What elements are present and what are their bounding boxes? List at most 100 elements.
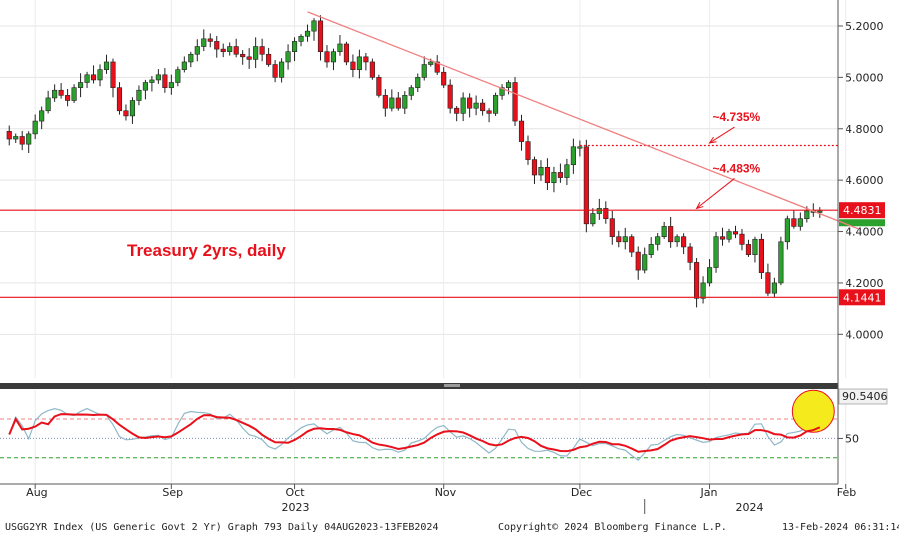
candle-up (39, 110, 45, 122)
candle-down (480, 102, 486, 112)
candle-down (681, 236, 687, 248)
candle-up (356, 56, 362, 70)
candle-down (369, 61, 375, 78)
candle-up (402, 95, 408, 109)
candle-up (421, 64, 427, 78)
price-tick-label: 4.6000 (845, 174, 884, 187)
candle-up (330, 51, 337, 63)
candle-up (13, 136, 19, 140)
candle-up (797, 218, 803, 227)
candle-down (116, 87, 123, 112)
candle-up (175, 69, 181, 83)
candle-up (227, 46, 233, 52)
candle-up (168, 82, 174, 88)
candle-down (434, 61, 440, 73)
candle-up (142, 82, 148, 91)
candle-down (207, 38, 213, 42)
candle-up (155, 74, 161, 81)
price-tick-label: 4.8000 (845, 123, 884, 136)
candle-up (298, 35, 304, 42)
candle-up (590, 213, 596, 225)
candle-down (583, 146, 589, 225)
candle-down (363, 56, 369, 63)
candle-down (19, 136, 25, 145)
candle-up (570, 146, 576, 166)
level-tag-label: 4.1441 (843, 291, 882, 304)
candle-up (499, 87, 505, 96)
candle-up (97, 69, 103, 81)
candle-up (784, 218, 790, 243)
candle-down (739, 233, 745, 245)
candle-up (752, 238, 758, 255)
candle-up (493, 95, 499, 114)
annotation-arrowhead (695, 202, 704, 210)
candle-down (603, 208, 609, 219)
candle-up (674, 236, 680, 243)
candle-up (84, 74, 90, 83)
candle-up (103, 61, 110, 70)
candle-up (648, 244, 654, 255)
level-tag (839, 289, 885, 306)
oscillator-signal-line (8, 407, 821, 461)
candle-down (220, 48, 226, 52)
candle-up (304, 30, 311, 37)
candle-up (577, 146, 583, 149)
candle-down (65, 95, 71, 101)
divider-handle (444, 384, 460, 387)
candle-up (655, 236, 661, 245)
candle-down (486, 110, 492, 114)
year-label: 2024 (735, 501, 763, 514)
candle-down (609, 218, 615, 237)
last-price-marker (839, 219, 885, 227)
candle-down (376, 77, 382, 96)
overbought-highlight-circle (791, 389, 835, 433)
candle-down (324, 51, 330, 63)
candle-up (311, 20, 317, 32)
candle-down (382, 95, 388, 109)
candle-down (732, 231, 739, 235)
candle-down (629, 236, 635, 253)
candle-up (778, 241, 784, 284)
candle-down (719, 236, 726, 240)
month-tick-label: Sep (162, 486, 183, 499)
candle-down (343, 43, 349, 63)
annotation-label: ~4.735% (713, 110, 761, 124)
month-tick-label: Oct (286, 486, 306, 499)
candle-down (259, 46, 265, 55)
candle-up (596, 208, 602, 214)
candle-down (123, 110, 129, 117)
oscillator-main-line (8, 413, 821, 453)
price-tick-label: 4.0000 (845, 328, 884, 341)
candle-down (214, 41, 220, 50)
candle-up (149, 79, 155, 83)
candle-down (350, 61, 356, 70)
candle-down (694, 262, 700, 299)
candle-down (467, 97, 473, 109)
annotation-arrow (696, 178, 735, 209)
candle-up (129, 100, 136, 117)
candle-up (804, 210, 810, 219)
candle-up (538, 167, 544, 176)
candle-down (240, 53, 246, 58)
candle-down (317, 20, 324, 52)
candle-up (253, 46, 259, 60)
candle-down (58, 89, 64, 96)
month-tick-label: Feb (837, 486, 856, 499)
level-tag-label: 4.4831 (843, 204, 882, 217)
price-panel: 5.2000 5.0000 4.8000 4.6000 4.4000 4.2000 4.00… (0, 0, 885, 378)
candle-down (447, 84, 453, 109)
candle-down (525, 141, 531, 160)
annotation-arrowhead (708, 136, 717, 144)
candle-down (616, 236, 622, 243)
candle-up (337, 43, 343, 52)
candle-up (771, 282, 777, 294)
level-tag (839, 202, 885, 219)
candle-up (389, 97, 395, 109)
candle-down (765, 272, 771, 294)
candle-down (395, 97, 401, 109)
candle-down (272, 64, 278, 78)
footer-source: USGG2YR Index (US Generic Govt 2 Yr) Gra… (5, 522, 438, 533)
candle-up (26, 133, 32, 145)
candle-up (428, 61, 434, 65)
candle-down (531, 159, 538, 176)
